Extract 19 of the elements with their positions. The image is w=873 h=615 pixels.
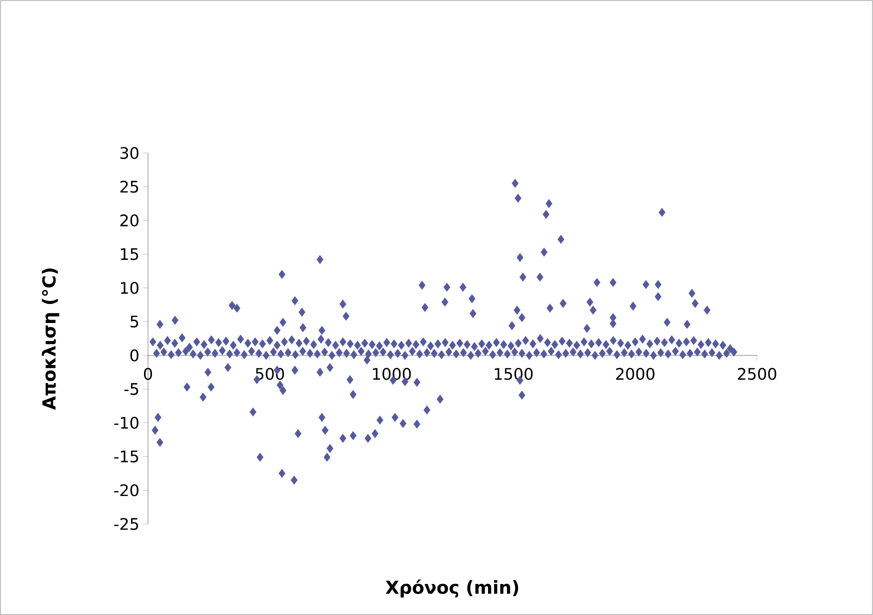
y-tick-label: -5 — [124, 383, 138, 395]
y-tick-label: 0 — [130, 349, 138, 362]
y-tick-label: 30 — [120, 146, 138, 160]
y-tick-label: 5 — [130, 316, 138, 328]
x-tick-label: 1000 — [373, 368, 411, 380]
y-tick-label: -15 — [114, 450, 138, 462]
y-tick-label: 15 — [120, 248, 138, 260]
y-tick-label: 20 — [120, 214, 138, 226]
y-tick-label: 25 — [120, 180, 138, 193]
y-axis-title: Αποκλιση (°C) — [42, 268, 60, 410]
x-tick-label: 0 — [144, 368, 152, 380]
x-tick-label: 1500 — [494, 368, 533, 380]
x-tick-label: 2000 — [616, 368, 654, 380]
x-tick-label: 2500 — [738, 368, 776, 380]
y-tick-label: -20 — [114, 484, 138, 496]
x-axis-title: Χρόνος (min) — [386, 579, 518, 598]
y-tick-label: 10 — [120, 282, 138, 294]
y-tick-label: -10 — [114, 416, 138, 429]
y-tick-label: -25 — [114, 518, 138, 530]
